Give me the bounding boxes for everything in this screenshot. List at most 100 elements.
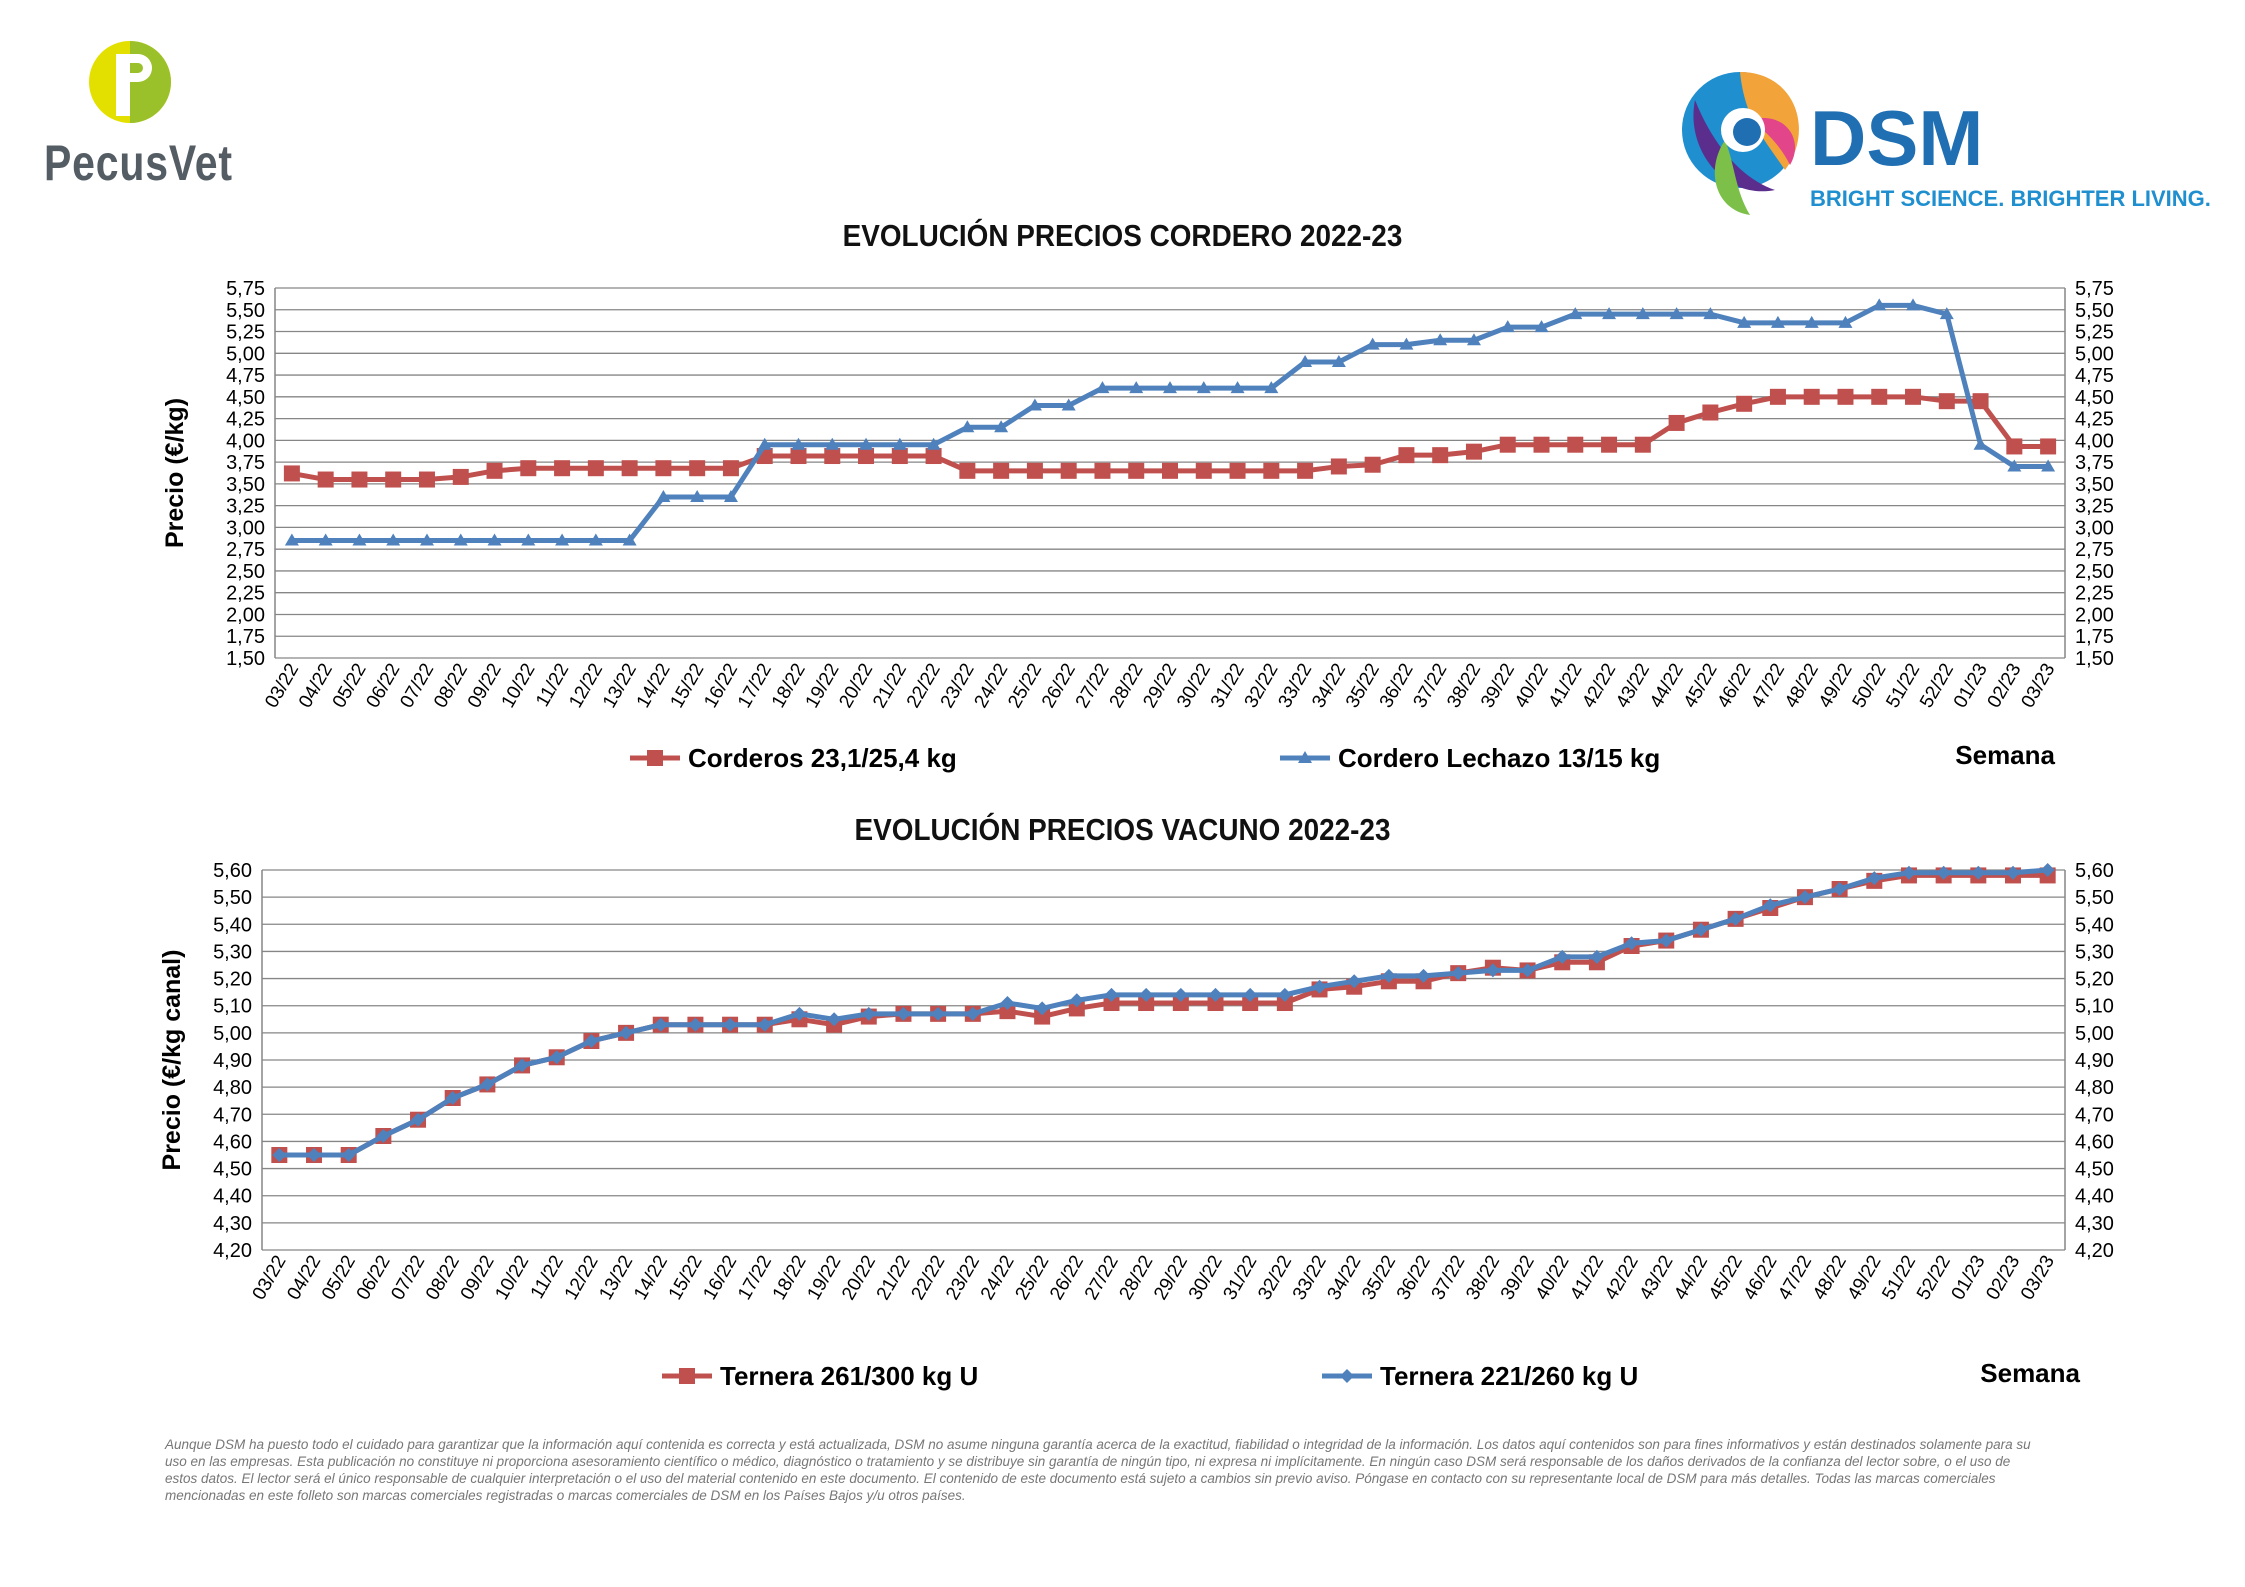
series-2-point [1069, 993, 1084, 1008]
disclaimer-text: Aunque DSM ha puesto todo el cuidado par… [165, 1437, 2031, 1503]
y-tick-label-left: 3,75 [226, 452, 265, 474]
series-2-point [2040, 863, 2055, 877]
y-tick-label-left: 5,00 [213, 1023, 252, 1045]
x-tick-label: 12/22 [565, 660, 607, 712]
series-1-point [418, 471, 435, 488]
series-2-point [861, 1006, 876, 1021]
series-2-point [1365, 337, 1380, 350]
series-2-point [549, 1050, 564, 1065]
y-tick-label-left: 4,80 [213, 1077, 252, 1099]
y-tick-label-right: 4,80 [2075, 1077, 2114, 1099]
series-2-point [965, 1006, 980, 1021]
series-1-point [999, 1003, 1016, 1020]
series-1-point [283, 465, 300, 482]
y-axis-title: Precio (€/kg canal) [158, 950, 186, 1171]
series-1-point [1432, 447, 1449, 464]
x-tick-label: 27/22 [1081, 1252, 1123, 1304]
x-tick-label: 05/22 [318, 1252, 360, 1304]
y-tick-label-left: 4,00 [226, 430, 265, 452]
series-1-point [1972, 393, 1989, 410]
series-2-point [1804, 315, 1819, 328]
x-tick-label: 19/22 [803, 1252, 845, 1304]
x-tick-label: 06/22 [353, 1252, 395, 1304]
x-tick-label: 44/22 [1646, 660, 1688, 712]
series-2-point [1264, 381, 1279, 394]
series-2-point [480, 1077, 495, 1092]
chart-vacuno: 4,20 4,20 4,30 4,30 4,40 4,40 4,50 4,50 4,60 4,60… [158, 860, 2114, 1391]
y-tick-label-right: 4,60 [2075, 1131, 2114, 1153]
y-tick-label-left: 2,00 [226, 604, 265, 626]
x-tick-label: 41/22 [1545, 660, 1587, 712]
series-2-point [1104, 987, 1119, 1002]
series-2-point [688, 1017, 703, 1032]
x-tick-label: 10/22 [491, 1252, 533, 1304]
x-tick-label: 18/22 [768, 660, 810, 712]
y-tick-label-left: 1,50 [226, 648, 265, 670]
series-1-point [351, 471, 368, 488]
x-tick-label: 45/22 [1705, 1252, 1747, 1304]
x-axis-title: Semana [1955, 740, 2055, 770]
legend-marker-1 [679, 1368, 695, 1384]
series-1-point [1398, 447, 1415, 464]
x-tick-label: 28/22 [1106, 660, 1148, 712]
series-1-point [1138, 995, 1155, 1011]
series-1-point [452, 468, 469, 485]
series-2-point [1347, 974, 1362, 989]
x-tick-label: 25/22 [1004, 660, 1046, 712]
y-tick-label-right: 5,20 [2075, 969, 2114, 991]
y-tick-label-left: 5,50 [226, 300, 265, 322]
series-2-point [1763, 898, 1778, 913]
series-1-point [1567, 436, 1584, 453]
series-1-point [1803, 388, 1820, 405]
pecusvet-logo [89, 41, 171, 123]
series-2-point [445, 1091, 460, 1105]
y-tick-label-left: 1,75 [226, 626, 265, 648]
dsm-logo-flower [1682, 72, 1799, 215]
series-1-point [1601, 436, 1618, 453]
x-tick-label: 27/22 [1072, 660, 1114, 712]
series-2-point [2007, 459, 2022, 472]
series-2-point [1589, 949, 1604, 964]
y-tick-label-left: 2,75 [226, 539, 265, 561]
x-tick-label: 14/22 [633, 660, 675, 712]
x-tick-label: 03/23 [2017, 660, 2059, 712]
y-tick-label-right: 4,50 [2075, 387, 2114, 409]
series-2-point [892, 437, 907, 450]
x-tick-label: 36/22 [1393, 1252, 1435, 1304]
series-2-point [1520, 963, 1535, 978]
x-tick-label: 38/22 [1443, 660, 1485, 712]
series-1-point [1871, 388, 1888, 405]
series-2-point [622, 533, 637, 546]
series-1-point [1702, 404, 1719, 421]
legend-label-1: Corderos 23,1/25,4 kg [688, 743, 957, 773]
series-2-point [555, 533, 570, 546]
x-tick-label: 24/22 [977, 1252, 1019, 1304]
y-tick-label-right: 5,50 [2075, 300, 2114, 322]
x-axis-title: Semana [1980, 1358, 2080, 1388]
chart1-title: EVOLUCIÓN PRECIOS CORDERO 2022-23 [842, 218, 1403, 253]
series-1-point [1195, 462, 1212, 479]
x-tick-label: 26/22 [1038, 660, 1080, 712]
series-2-point [1770, 315, 1785, 328]
x-tick-label: 25/22 [1012, 1252, 1054, 1304]
legend-label-2: Ternera 221/260 kg U [1380, 1361, 1638, 1391]
series-2-point [1971, 865, 1986, 880]
y-tick-label-left: 5,75 [226, 278, 265, 300]
x-tick-label: 34/22 [1324, 1252, 1366, 1304]
x-tick-label: 10/22 [498, 660, 540, 712]
x-tick-label: 06/22 [363, 660, 405, 712]
series-2-point [419, 533, 434, 546]
series-1-point [858, 448, 875, 465]
pecusvet-logo-stem [116, 54, 130, 116]
x-tick-label: 44/22 [1670, 1252, 1712, 1304]
y-tick-label-right: 5,00 [2075, 1023, 2114, 1045]
series-1-point [554, 460, 571, 477]
y-tick-label-left: 3,50 [226, 474, 265, 496]
series-1-point [959, 462, 976, 479]
x-tick-label: 46/22 [1714, 660, 1756, 712]
series-2-point [1693, 922, 1708, 937]
series-2-point [1901, 865, 1916, 880]
series-2-point [318, 533, 333, 546]
series-2-point [1534, 320, 1549, 333]
y-tick-label-right: 5,00 [2075, 343, 2114, 365]
